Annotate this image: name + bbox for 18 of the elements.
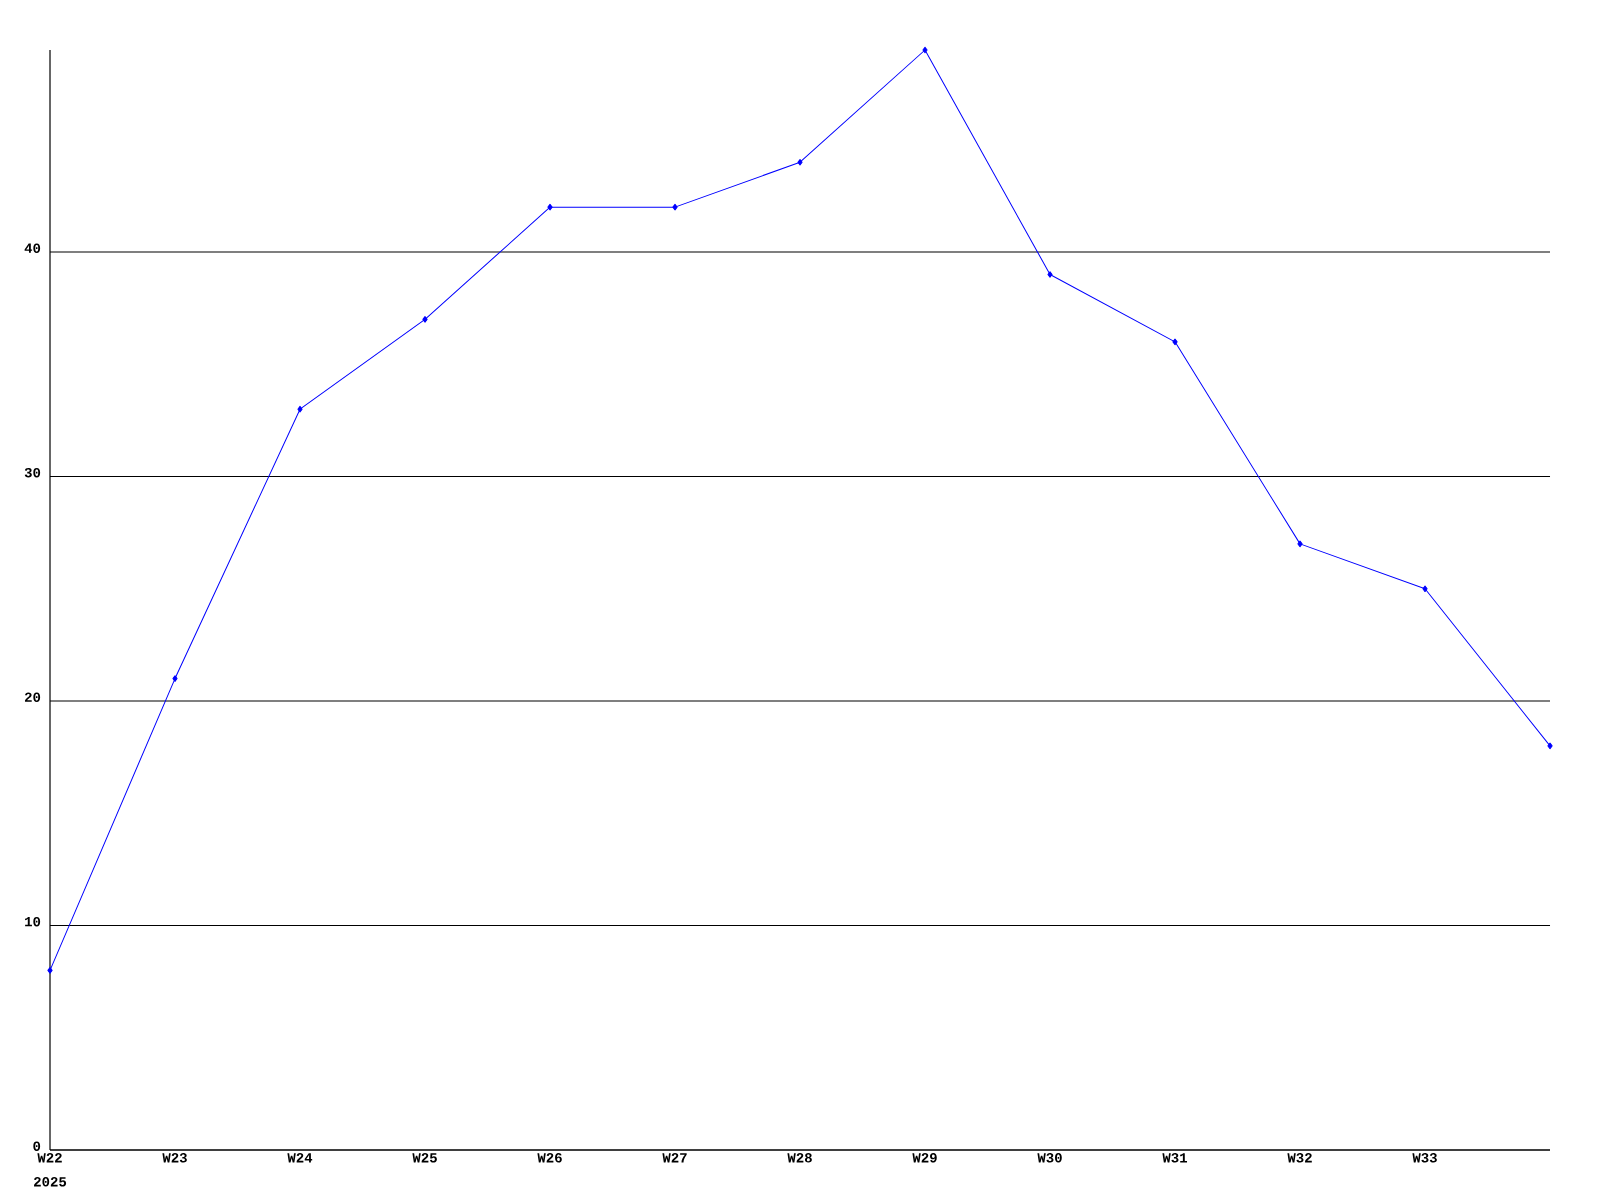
x-tick-label: W22 xyxy=(37,1153,62,1163)
x-tick-label: W28 xyxy=(787,1153,812,1163)
text: 2025 xyxy=(34,1177,67,1187)
x-tick-label: W32 xyxy=(1287,1153,1312,1163)
y-tick-label: 20 xyxy=(24,692,41,702)
y-tick-label: 0 xyxy=(33,1141,41,1151)
y-tick-label: 40 xyxy=(24,243,41,253)
y-tick-label: 30 xyxy=(24,467,41,478)
x-tick-label: W31 xyxy=(1162,1153,1188,1163)
x-tick-label: W33 xyxy=(1412,1153,1437,1163)
x-tick-label: W24 xyxy=(287,1153,313,1163)
x-tick-label: W29 xyxy=(912,1153,937,1163)
x-tick-label: W23 xyxy=(162,1153,187,1163)
x-tick-label: W30 xyxy=(1037,1153,1062,1163)
y-tick-label: 10 xyxy=(25,916,41,927)
x-tick-label: W25 xyxy=(412,1153,437,1163)
x-tick-label: W27 xyxy=(662,1153,687,1163)
x-tick-label: W26 xyxy=(537,1153,562,1163)
